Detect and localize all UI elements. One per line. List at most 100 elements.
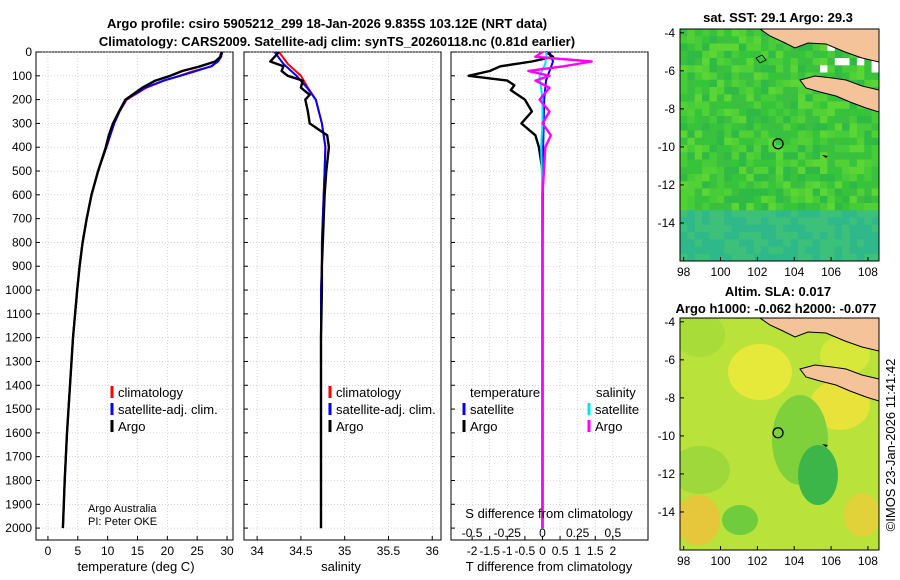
- sst-pixel: [702, 224, 710, 233]
- sst-pixel: [731, 108, 740, 117]
- sst-pixel: [775, 43, 784, 51]
- sst-pixel: [805, 137, 813, 146]
- sst-pixel: [812, 152, 821, 160]
- sst-pixel: [746, 195, 754, 204]
- sla-blob: [680, 495, 720, 545]
- sst-pixel: [820, 108, 828, 117]
- sst-pixel: [746, 217, 754, 225]
- sst-pixel: [834, 72, 843, 80]
- sst-pixel: [775, 137, 784, 146]
- sst-pixel: [812, 145, 821, 153]
- sst-pixel: [680, 246, 688, 254]
- sst-pixel: [768, 108, 777, 117]
- sst-pixel: [680, 203, 688, 211]
- sst-pixel: [849, 181, 858, 189]
- sst-pixel: [827, 210, 836, 218]
- sst-pixel: [753, 195, 762, 204]
- sst-pixel: [842, 166, 850, 175]
- sst-pixel: [783, 79, 791, 88]
- sst-pixel: [790, 65, 799, 73]
- sst-pixel: [753, 58, 762, 66]
- sst-pixel: [753, 43, 762, 51]
- sst-pixel: [687, 72, 696, 80]
- sst-pixel: [797, 79, 806, 88]
- sst-pixel: [849, 152, 858, 160]
- sst-pixel: [842, 246, 850, 254]
- sst-pixel: [849, 159, 858, 167]
- sst-pixel: [864, 203, 872, 211]
- sst-pixel: [827, 72, 836, 80]
- sst-pixel: [783, 232, 791, 240]
- sst-pixel: [775, 79, 784, 88]
- sst-pixel: [724, 43, 732, 51]
- sst-pixel: [694, 101, 703, 109]
- sst-pixel: [842, 108, 850, 117]
- sst-pixel: [805, 108, 813, 117]
- sst-pixel: [827, 203, 836, 211]
- sst-pixel: [812, 239, 821, 247]
- sst-pixel: [834, 101, 843, 109]
- sst-pixel: [753, 116, 762, 124]
- lon-tick-label: 108: [858, 554, 878, 568]
- sst-pixel: [842, 123, 850, 131]
- sst-pixel: [856, 224, 865, 233]
- lat-tick-label: -6: [664, 64, 675, 78]
- sst-pixel: [694, 152, 703, 160]
- sst-pixel: [856, 246, 865, 254]
- sst-pixel: [768, 87, 777, 95]
- sst-pixel: [680, 159, 688, 167]
- sst-pixel: [694, 203, 703, 211]
- sst-pixel: [731, 36, 740, 44]
- sst-pixel: [709, 195, 718, 204]
- sst-pixel: [805, 72, 813, 80]
- sst-pixel: [694, 87, 703, 95]
- sst-pixel: [797, 181, 806, 189]
- sst-pixel: [724, 195, 732, 204]
- sst-pixel: [790, 87, 799, 95]
- y-tick-label: 1300: [5, 354, 32, 368]
- sst-pixel: [731, 145, 740, 153]
- sst-pixel: [783, 137, 791, 146]
- sst-pixel: [820, 43, 828, 51]
- sst-pixel: [820, 145, 828, 153]
- sst-pixel: [724, 203, 732, 211]
- sst-pixel: [842, 224, 850, 233]
- sst-pixel: [761, 174, 769, 182]
- sst-pixel: [783, 101, 791, 109]
- sst-pixel: [856, 159, 865, 167]
- sst-pixel: [687, 65, 696, 73]
- sst-pixel: [871, 130, 879, 138]
- sst-pixel: [805, 232, 813, 240]
- sst-pixel: [805, 188, 813, 196]
- sst-pixel: [842, 65, 850, 73]
- lat-tick-label: -8: [664, 391, 675, 405]
- sst-pixel: [856, 174, 865, 182]
- sst-pixel: [739, 253, 747, 261]
- y-tick-label: 1500: [5, 402, 32, 416]
- sst-pixel: [856, 65, 865, 73]
- sst-pixel: [797, 232, 806, 240]
- sst-pixel: [812, 253, 821, 261]
- sst-pixel: [805, 50, 813, 59]
- sst-pixel: [694, 29, 703, 37]
- sla-blob: [844, 493, 879, 537]
- sst-pixel: [827, 108, 836, 117]
- sst-pixel: [761, 152, 769, 160]
- sst-pixel: [702, 246, 710, 254]
- sst-pixel: [746, 145, 754, 153]
- sst-pixel: [827, 145, 836, 153]
- sst-pixel: [797, 152, 806, 160]
- sst-pixel: [753, 65, 762, 73]
- sst-pixel: [768, 65, 777, 73]
- sst-pixel: [687, 116, 696, 124]
- sst-pixel: [753, 123, 762, 131]
- sst-pixel: [805, 145, 813, 153]
- sst-pixel: [709, 246, 718, 254]
- lat-tick-label: -12: [658, 467, 676, 481]
- sst-pixel: [842, 72, 850, 80]
- sst-pixel: [849, 232, 858, 240]
- sst-pixel: [805, 43, 813, 51]
- sst-pixel: [687, 224, 696, 233]
- sst-pixel: [731, 210, 740, 218]
- sst-pixel: [849, 65, 858, 73]
